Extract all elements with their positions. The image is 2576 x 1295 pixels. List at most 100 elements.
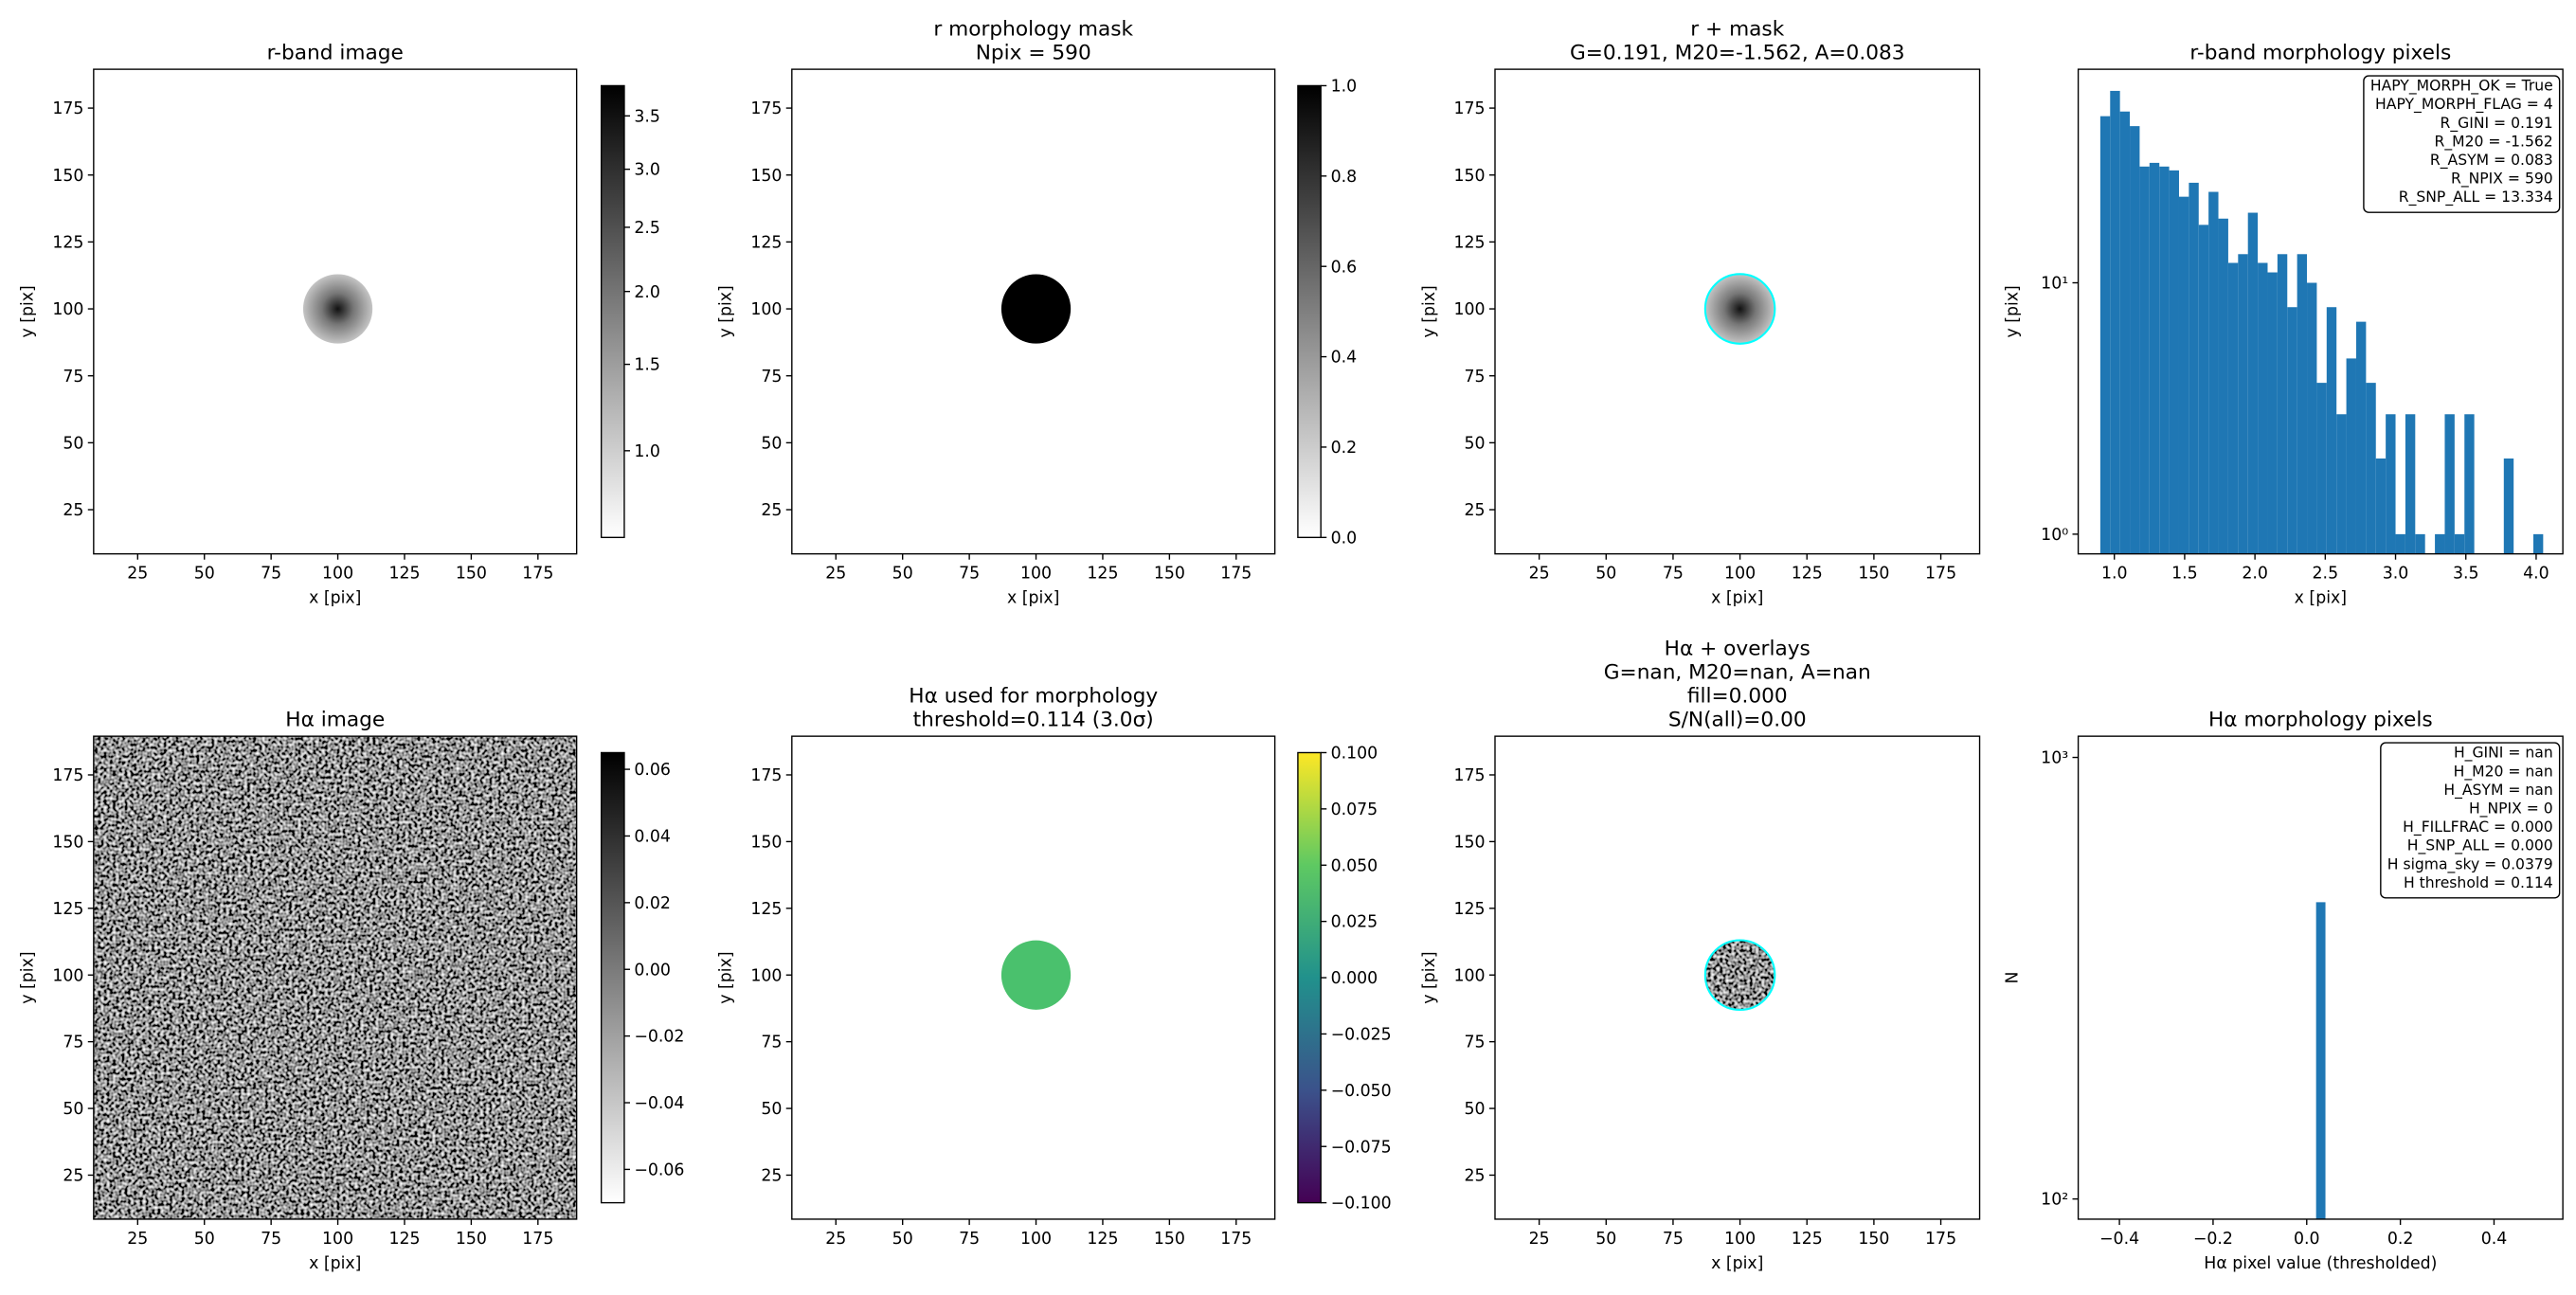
y-tick-label: 125 (750, 233, 782, 252)
x-tick-label: 150 (1154, 1230, 1185, 1249)
y-tick-label: 75 (761, 368, 782, 387)
y-tick-label: 25 (761, 501, 782, 520)
hist-bar (2238, 254, 2248, 554)
axes-frame (2077, 735, 2564, 1220)
colorbar-tick-label: 0.04 (634, 828, 671, 847)
y-tick-label: 175 (1454, 99, 1486, 118)
y-axis-label: y [pix] (717, 951, 736, 1003)
annotation-line: R_ASYM = 0.083 (2430, 152, 2553, 170)
colorbar-tick-label: 1.0 (1331, 78, 1358, 97)
y-tick-label: 10⁰ (2041, 526, 2068, 545)
x-tick-label: 2.0 (2242, 565, 2268, 584)
panel-title: r-band morphology pixels (2189, 42, 2451, 65)
y-tick-label: 150 (1454, 833, 1486, 852)
colorbar-tick-label: 0.02 (634, 894, 671, 913)
y-tick-label: 25 (1465, 501, 1486, 520)
axes-frame (2077, 68, 2564, 555)
panel-title: G=0.191, M20=-1.562, A=0.083 (1570, 42, 1905, 65)
panel-title: r-band image (267, 42, 404, 65)
hist-bar (2532, 533, 2544, 554)
hist-bar (2130, 126, 2140, 554)
source-blob (1704, 274, 1775, 344)
y-tick-label: 150 (52, 167, 83, 186)
plot-area (1000, 940, 1072, 1010)
annotation-line: R_NPIX = 590 (2451, 171, 2553, 189)
y-axis-label: N (2003, 972, 2022, 984)
annotation-line: H_M20 = nan (2454, 763, 2553, 781)
y-tick-label: 100 (750, 300, 782, 319)
x-tick-label: 25 (825, 565, 846, 584)
y-tick-label: 150 (52, 833, 83, 852)
x-tick-label: 175 (1925, 565, 1956, 584)
hist-bar (2464, 414, 2475, 554)
y-tick-label: 150 (750, 167, 782, 186)
panel-title: Npix = 590 (976, 42, 1091, 65)
panel-title: r morphology mask (933, 18, 1133, 42)
axes-frame (93, 68, 578, 555)
x-tick-label: 100 (1724, 1230, 1756, 1249)
hist-bar (2169, 170, 2179, 554)
y-tick-label: 150 (1454, 167, 1486, 186)
y-tick-label: 50 (761, 1100, 782, 1119)
x-tick-label: 125 (388, 1230, 420, 1249)
hist-bar (2315, 902, 2326, 1219)
hist-bar (2316, 383, 2327, 554)
hist-bar (2405, 414, 2416, 554)
colorbar (1297, 751, 1322, 1204)
x-tick-label: 0.2 (2387, 1230, 2414, 1249)
panel: Hα morphology pixels −0.4 −0.2 0.0 0.2 0.4 10²… (2003, 709, 2564, 1273)
axes-frame (791, 68, 1276, 555)
y-tick-label: 25 (63, 501, 83, 520)
axes-frame (791, 735, 1276, 1220)
x-tick-label: 50 (892, 1230, 913, 1249)
colorbar-tick-label: 1.5 (634, 356, 660, 375)
panel-title: threshold=0.114 (3.0σ) (913, 709, 1154, 732)
x-tick-label: 2.5 (2313, 565, 2339, 584)
hist-bar (2415, 533, 2425, 554)
annotation-line: H sigma_sky = 0.0379 (2387, 855, 2553, 873)
panel-title: Hα image (285, 709, 385, 732)
hist-bar (2218, 218, 2228, 554)
source-noise (1704, 940, 1775, 1010)
y-tick-label: 125 (52, 900, 83, 919)
x-tick-label: 75 (959, 1230, 980, 1249)
panel-title: Hα used for morphology (909, 685, 1158, 709)
panel-title: fill=0.000 (1687, 685, 1788, 709)
x-tick-label: 3.5 (2453, 565, 2479, 584)
y-tick-label: 100 (52, 966, 83, 985)
colorbar-tick-label: −0.06 (634, 1160, 684, 1179)
colorbar-tick-label: 0.000 (1331, 969, 1378, 988)
y-tick-label: 150 (750, 833, 782, 852)
plot-area (2315, 902, 2326, 1219)
plot-area (2099, 90, 2544, 554)
y-tick-label: 125 (52, 233, 83, 252)
hist-bar (2189, 182, 2199, 554)
y-tick-label: 75 (761, 1034, 782, 1052)
x-tick-label: 25 (1529, 565, 1550, 584)
axes-frame (1494, 735, 1981, 1220)
y-tick-label: 25 (1465, 1167, 1486, 1186)
hist-bar (2277, 254, 2288, 554)
y-tick-label: 25 (63, 1167, 83, 1186)
panel-title: G=nan, M20=nan, A=nan (1604, 660, 1871, 684)
x-tick-label: 150 (1858, 565, 1889, 584)
y-tick-label: 175 (750, 99, 782, 118)
colorbar (600, 84, 625, 539)
hist-bar (2198, 225, 2209, 554)
x-tick-label: 25 (825, 1230, 846, 1249)
colorbar-tick-label: 0.0 (1331, 529, 1358, 548)
x-tick-label: 25 (127, 1230, 148, 1249)
panel-title: Hα + overlays (1665, 637, 1810, 660)
x-tick-label: 100 (322, 1230, 353, 1249)
y-tick-label: 125 (750, 900, 782, 919)
y-axis-label: y [pix] (19, 951, 38, 1003)
plot-area (1000, 274, 1072, 344)
x-tick-label: 3.0 (2383, 565, 2409, 584)
x-tick-label: 0.0 (2294, 1230, 2320, 1249)
hist-bar (2119, 111, 2131, 554)
x-axis-label: x [pix] (309, 589, 361, 608)
annotation-line: HAPY_MORPH_FLAG = 4 (2375, 96, 2553, 114)
colorbar-tick-label: 3.5 (634, 107, 660, 126)
